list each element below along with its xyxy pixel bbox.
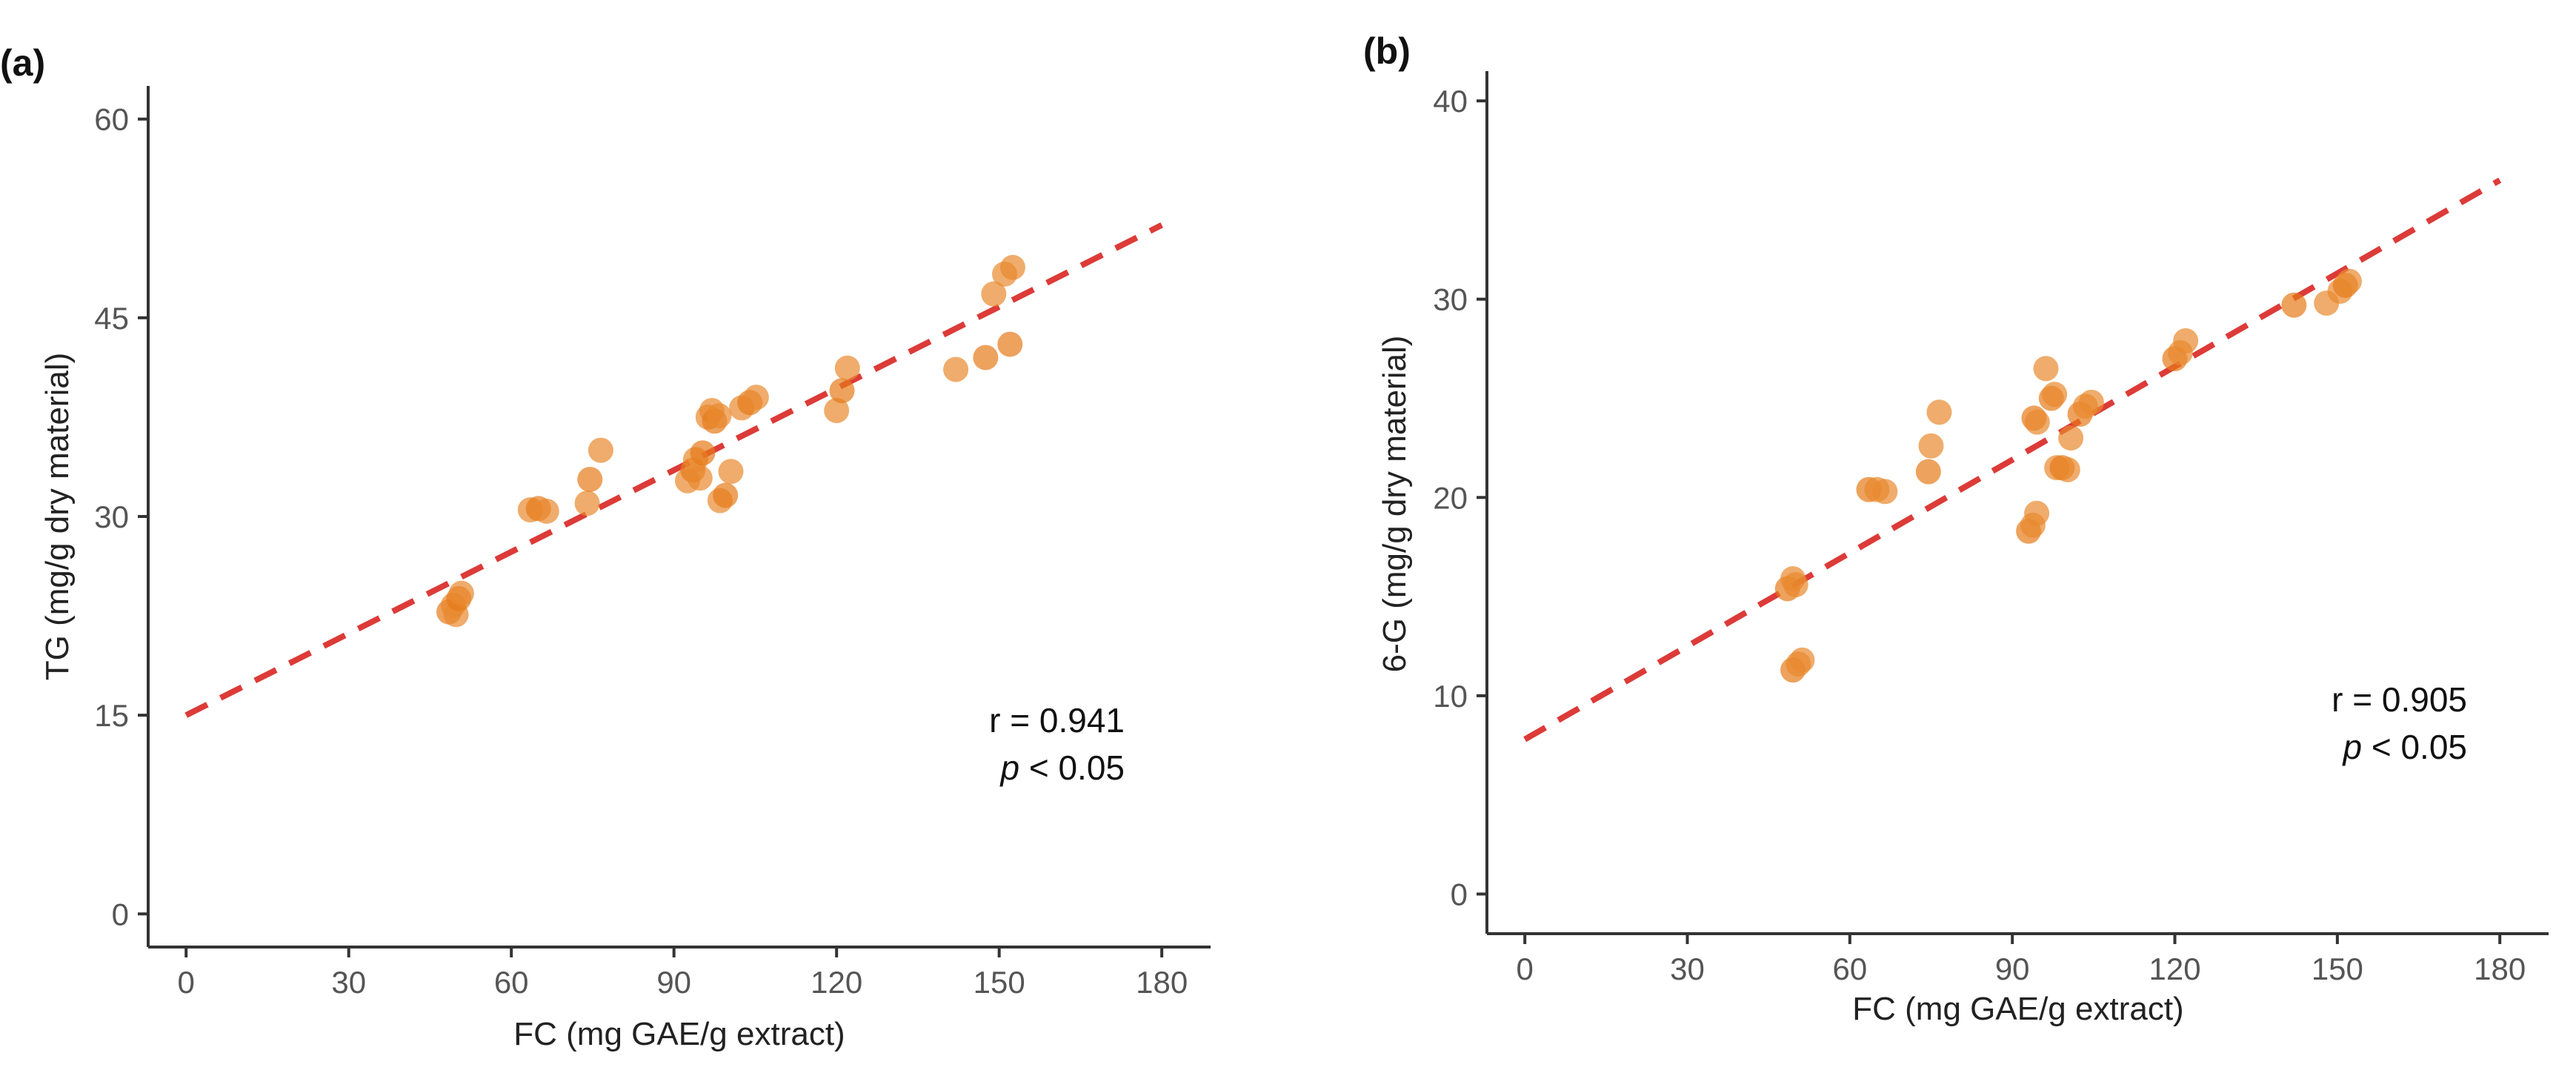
fit-line-b (1523, 177, 2502, 743)
data-point-b-17 (2033, 356, 2059, 382)
y-tick-label-b-0: 0 (1451, 877, 1468, 911)
x-tick-label-a-3: 90 (656, 965, 691, 1000)
x-tick-label-a-0: 0 (178, 965, 195, 1000)
data-point-a-26 (824, 397, 850, 423)
y-axis-label-a: TG (mg/g dry material) (39, 353, 76, 681)
x-tick-label-b-1: 30 (1670, 951, 1705, 986)
r-annotation-b: r = 0.905 (2332, 680, 2467, 719)
data-point-b-11 (1926, 399, 1952, 425)
p-symbol-b: p (2341, 728, 2362, 766)
p-annotation-b: p < 0.05 (2341, 728, 2467, 766)
data-point-a-22 (718, 459, 744, 485)
data-point-b-16 (2024, 409, 2050, 435)
x-tick-label-b-4: 120 (2149, 951, 2200, 986)
data-point-b-22 (2054, 456, 2080, 482)
data-point-a-15 (690, 440, 716, 466)
ticks-b: 0 30 60 90 120 150 180 0 10 20 30 40 (1433, 84, 2526, 986)
data-point-a-7 (533, 498, 559, 524)
x-tick-label-a-2: 60 (494, 965, 529, 1000)
x-tick-label-b-2: 60 (1832, 951, 1867, 986)
r-annotation-a: r = 0.941 (989, 701, 1125, 740)
data-point-a-21 (713, 482, 739, 508)
x-axis-label-b: FC (mg GAE/g extract) (1852, 991, 2183, 1027)
data-point-a-33 (997, 331, 1023, 357)
data-point-b-5 (1789, 647, 1815, 673)
data-point-a-14 (687, 465, 713, 491)
y-tick-label-a-1: 15 (94, 698, 129, 733)
y-tick-label-a-4: 60 (94, 102, 129, 137)
points-b (1774, 268, 2362, 683)
data-point-a-29 (943, 356, 969, 382)
y-tick-label-a-0: 0 (112, 897, 129, 931)
p-value-a: < 0.05 (1019, 748, 1125, 787)
y-tick-label-a-2: 30 (94, 499, 129, 534)
data-point-a-10 (588, 437, 613, 463)
data-point-b-8 (1872, 479, 1898, 505)
panel-a: (a) 0 30 60 90 120 150 180 0 15 30 45 60 FC (mg GAE… (0, 42, 1211, 1052)
x-tick-label-b-3: 90 (1995, 951, 2030, 986)
data-point-a-27 (829, 378, 855, 404)
plot-area-b: 0 30 60 90 120 150 180 0 10 20 30 40 (1433, 71, 2549, 986)
data-point-a-28 (834, 355, 860, 381)
data-point-b-19 (2042, 382, 2068, 408)
data-point-b-34 (2336, 268, 2362, 294)
x-tick-label-a-4: 120 (811, 965, 862, 1000)
x-tick-label-b-5: 150 (2312, 951, 2363, 986)
data-point-a-30 (973, 345, 999, 371)
p-annotation-a: p < 0.05 (999, 748, 1125, 787)
points-a (436, 254, 1025, 628)
data-point-b-14 (2024, 500, 2050, 526)
data-point-b-10 (1918, 433, 1944, 459)
x-tick-label-a-5: 150 (974, 965, 1025, 1000)
p-symbol-a: p (999, 748, 1019, 787)
data-point-a-9 (577, 466, 603, 492)
x-tick-label-a-1: 30 (331, 965, 366, 1000)
data-point-a-34 (999, 254, 1025, 280)
x-tick-label-b-6: 180 (2474, 951, 2526, 986)
data-point-b-2 (1783, 572, 1808, 598)
panel-b: (b) 0 30 60 90 120 150 180 0 10 20 30 40 FC (mg GAE… (1363, 30, 2549, 1027)
x-axis-label-a: FC (mg GAE/g extract) (513, 1016, 845, 1052)
data-point-a-4 (448, 580, 474, 606)
data-point-b-26 (2078, 389, 2104, 415)
y-tick-label-b-3: 30 (1433, 282, 1468, 317)
x-tick-label-a-6: 180 (1136, 965, 1188, 1000)
y-tick-label-a-3: 45 (94, 301, 129, 336)
data-point-a-31 (981, 281, 1007, 307)
panel-label-a: (a) (0, 42, 45, 84)
data-point-a-8 (574, 491, 600, 516)
data-point-b-23 (2058, 425, 2084, 451)
y-tick-label-b-1: 10 (1433, 679, 1468, 714)
y-tick-label-b-4: 40 (1433, 84, 1468, 119)
data-point-a-19 (706, 403, 732, 429)
p-value-b: < 0.05 (2362, 728, 2467, 766)
data-point-a-25 (743, 385, 769, 411)
data-point-b-9 (1915, 459, 1941, 485)
x-tick-label-b-0: 0 (1516, 951, 1533, 986)
y-axis-label-b: 6-G (mg/g dry material) (1377, 336, 1413, 673)
ticks-a: 0 30 60 90 120 150 180 0 15 30 45 60 (94, 102, 1188, 1000)
data-point-b-29 (2173, 328, 2199, 353)
fit-line-a (184, 222, 1163, 718)
y-tick-label-b-2: 20 (1433, 480, 1468, 515)
data-point-b-30 (2281, 292, 2307, 318)
plot-area-a: 0 30 60 90 120 150 180 0 15 30 45 60 (94, 86, 1211, 1000)
panel-label-b: (b) (1363, 30, 1411, 72)
